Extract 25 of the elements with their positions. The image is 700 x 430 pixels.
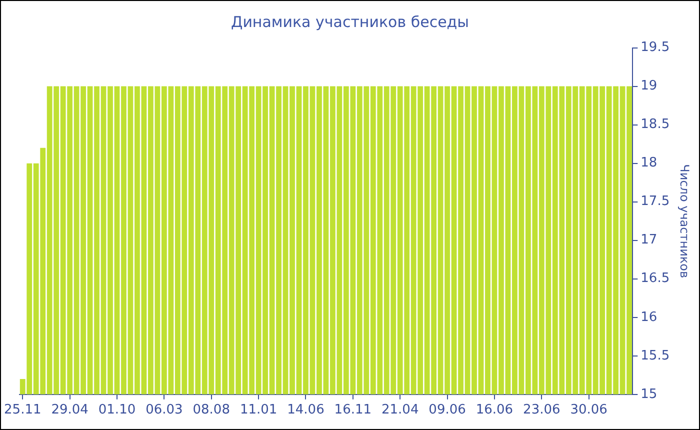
x-tick-label: 01.10	[98, 402, 136, 418]
y-tick-label: 18.5	[640, 117, 670, 132]
y-tick-label: 19.5	[640, 40, 670, 56]
y-tick-label: 19	[640, 78, 658, 94]
x-tick-label: 06.03	[146, 402, 183, 418]
x-tick-label: 30.06	[570, 402, 608, 418]
y-tick-label: 16.5	[640, 271, 670, 286]
y-tick-label: 17	[640, 232, 658, 248]
x-tick-label: 16.06	[476, 402, 514, 418]
y-tick-label: 16	[640, 310, 658, 325]
x-tick-label: 23.06	[523, 402, 560, 418]
x-tick-label: 14.06	[287, 402, 324, 418]
x-tick-label: 11.01	[240, 402, 278, 418]
y-tick-label: 18	[640, 156, 658, 171]
y-tick-label: 17.5	[640, 194, 670, 210]
y-axis-title: Число участников	[678, 164, 692, 278]
y-tick-label: 15.5	[640, 348, 670, 364]
y-tick-label: 15	[640, 386, 658, 402]
x-tick-label: 08.08	[192, 402, 230, 418]
x-tick-label: 21.04	[381, 402, 419, 418]
chart-title: Динамика участников беседы	[230, 13, 470, 31]
x-tick-label: 29.04	[51, 402, 88, 418]
x-tick-label: 09.06	[428, 402, 466, 418]
x-tick-label: 25.11	[4, 402, 42, 418]
x-tick-label: 16.11	[334, 402, 372, 418]
